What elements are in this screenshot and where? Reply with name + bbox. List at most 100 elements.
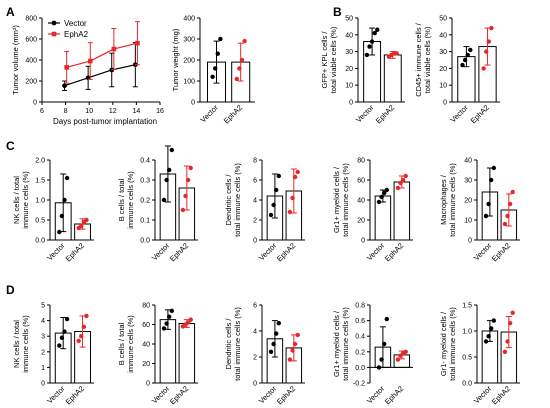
- chart-d4-y-tick-label: 0.4: [355, 334, 365, 341]
- data-point: [395, 357, 401, 362]
- data-point: [287, 209, 293, 215]
- data-point: [369, 39, 375, 44]
- data-point: [367, 44, 372, 49]
- data-point: [502, 221, 508, 227]
- a1-x-tick-label: 14: [133, 108, 141, 115]
- a1-x-tick-label: 6: [40, 108, 44, 115]
- chart-b1-y-tick-label: 30: [345, 49, 353, 56]
- data-point: [510, 189, 515, 195]
- data-point: [188, 165, 193, 171]
- data-point: [185, 320, 191, 325]
- chart-c3: 0 2 4 6 8 Dendritic cells / total immune cells…: [224, 158, 305, 263]
- data-point: [237, 66, 242, 71]
- chart-d4-y-tick-label: 0.8: [355, 303, 365, 310]
- data-point: [382, 190, 387, 196]
- data-point: [274, 331, 279, 336]
- x-tick-label-epha2: EphA2: [383, 241, 405, 263]
- chart-c1-y-tick-label: 2.0: [35, 158, 45, 165]
- chart-d4: -0.2 0.0 0.2 0.4 0.6 0.8 Gr1+ myeloid cells / t…: [332, 303, 413, 406]
- a1-x-axis-label: Days post-tumor implantation: [53, 117, 157, 126]
- chart-c1-y-axis-label: NK cells / total: [12, 176, 21, 224]
- data-point: [167, 167, 172, 173]
- chart-d5-y-tick-label: 1.5: [462, 303, 472, 310]
- chart-c2-y-tick-label: 0.1: [140, 218, 150, 225]
- data-point: [491, 165, 496, 171]
- chart-d2-y-tick-label: 0: [146, 381, 150, 388]
- x-tick-label-vector: Vector: [472, 241, 494, 263]
- data-point: [164, 177, 169, 183]
- x-tick-label-epha2: EphA2: [275, 241, 297, 263]
- chart-d2-y-tick-label: 60: [142, 322, 150, 329]
- chart-d3-y-tick-label: 4: [253, 329, 257, 336]
- chart-c1-y-tick-label: 1.0: [35, 198, 45, 205]
- data-point: [507, 321, 513, 326]
- chart-c4-y-tick-label: 80: [357, 158, 365, 165]
- chart-c2-y-tick-label: 0.0: [140, 238, 150, 245]
- chart-b1-y-axis-label: GFP+ KPL cells /: [320, 31, 329, 89]
- data-point: [507, 201, 513, 207]
- data-point: [382, 341, 387, 347]
- data-point: [483, 213, 489, 219]
- data-point: [242, 38, 247, 44]
- data-point: [167, 314, 172, 319]
- x-tick-label-epha2: EphA2: [490, 241, 512, 263]
- data-point: [287, 357, 293, 362]
- data-point: [84, 217, 89, 223]
- chart-d1-y-tick-label: 0: [41, 381, 45, 388]
- a1-y-axis-label: Tumor volume (mm³): [11, 25, 20, 95]
- chart-b2-y-tick-label: 30: [439, 49, 447, 56]
- chart-d5-y-tick-label: 1.0: [462, 329, 472, 336]
- chart-c2-y-axis-label: immune cells (%): [126, 171, 135, 229]
- data-point: [384, 187, 389, 193]
- data-point: [213, 66, 218, 71]
- chart-c5-y-tick-label: 10: [464, 218, 472, 225]
- chart-d1-y-tick-label: 1: [41, 365, 45, 372]
- x-tick-label-epha2: EphA2: [168, 241, 190, 263]
- data-point: [59, 335, 65, 340]
- chart-d5: 0.0 0.5 1.0 1.5 Gr1- myeloid cells / total im…: [439, 303, 520, 406]
- chart-b2-y-tick-label: 50: [439, 16, 447, 23]
- x-tick-label-epha2: EphA2: [374, 103, 396, 125]
- data-point: [87, 58, 93, 64]
- legend-label-vector: Vector: [64, 19, 87, 28]
- chart-d4-y-tick-label: 0.0: [355, 365, 365, 372]
- data-point: [59, 213, 65, 219]
- chart-c5-y-axis-label: Macrophages /: [439, 174, 448, 225]
- x-tick-label-vector: Vector: [448, 103, 470, 125]
- data-point: [111, 46, 117, 52]
- a1-y-tick-label: 800: [25, 16, 37, 23]
- a1-x-tick-label: 10: [85, 108, 93, 115]
- data-point: [489, 25, 494, 31]
- chart-b2-y-axis-label: CD45+ immune cells /: [414, 22, 423, 96]
- chart-c4-y-tick-label: 40: [357, 198, 365, 205]
- chart-c4-y-axis-label: Gr1+ myeloid cells /: [332, 166, 341, 233]
- data-point: [398, 180, 403, 186]
- data-point: [372, 30, 377, 36]
- chart-c2-y-axis-label: B cells / total: [117, 178, 126, 221]
- data-point: [481, 66, 486, 71]
- chart-b2-y-tick-label: 10: [439, 83, 447, 90]
- chart-b2-y-tick-label: 20: [439, 66, 447, 73]
- chart-c3-y-axis-label: total immune cells (%): [233, 163, 242, 237]
- data-point: [290, 348, 295, 353]
- data-point: [135, 40, 140, 46]
- chart-c2: 0.0 0.1 0.2 0.3 0.4 B cells / total immune cel…: [117, 145, 198, 263]
- x-tick-label-epha2: EphA2: [275, 384, 297, 406]
- data-point: [375, 27, 380, 32]
- data-point: [379, 194, 384, 200]
- data-point: [486, 334, 491, 339]
- data-point: [483, 339, 489, 344]
- data-point: [210, 74, 215, 80]
- chart-d2-y-tick-label: 80: [142, 303, 150, 310]
- data-point: [215, 51, 220, 56]
- data-point: [489, 177, 494, 183]
- data-point: [486, 201, 491, 207]
- data-point: [384, 316, 389, 322]
- data-point: [505, 339, 510, 344]
- chart-a2-y-tick-label: 200: [183, 58, 195, 65]
- a1-y-tick-label: 600: [25, 37, 37, 44]
- chart-c5-y-tick-label: 40: [464, 158, 472, 165]
- chart-d5-y-tick-label: 0.0: [462, 381, 472, 388]
